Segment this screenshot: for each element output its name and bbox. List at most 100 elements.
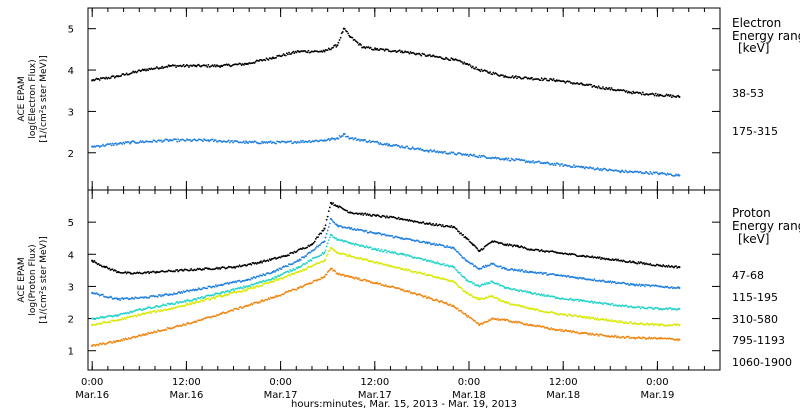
trace-dot bbox=[537, 248, 540, 251]
trace-dot bbox=[207, 63, 210, 66]
trace-dot bbox=[235, 291, 238, 294]
trace-dot bbox=[218, 313, 220, 316]
trace-dot bbox=[193, 64, 196, 67]
trace-dot bbox=[196, 288, 199, 291]
trace-dot bbox=[328, 139, 331, 142]
trace-dot bbox=[648, 173, 651, 176]
trace-dot bbox=[654, 264, 657, 267]
trace-dot bbox=[524, 290, 527, 292]
trace-dot bbox=[234, 266, 237, 269]
trace-dot bbox=[601, 302, 603, 304]
trace-dot bbox=[321, 51, 324, 53]
trace-dot bbox=[453, 266, 456, 269]
y-tick-label: 3 bbox=[68, 107, 74, 118]
trace-dot bbox=[362, 214, 365, 216]
trace-dot bbox=[351, 36, 354, 39]
trace-dot bbox=[182, 63, 185, 66]
trace-dot bbox=[576, 276, 579, 279]
trace-dot bbox=[648, 336, 651, 339]
trace-dot bbox=[579, 314, 582, 317]
trace-dot bbox=[642, 283, 645, 286]
trace-dot bbox=[127, 312, 130, 315]
trace-dot bbox=[159, 294, 161, 297]
electron-legend-title-line-2: Energy ranges bbox=[732, 29, 800, 43]
trace-dot bbox=[368, 280, 371, 283]
trace-dot bbox=[116, 143, 118, 146]
trace-dot bbox=[354, 137, 357, 140]
trace-dot bbox=[528, 323, 531, 326]
trace-dot bbox=[644, 285, 646, 288]
trace-dot bbox=[206, 287, 209, 290]
trace-dot bbox=[658, 173, 660, 176]
trace-dot bbox=[379, 232, 382, 235]
trace-dot bbox=[267, 58, 270, 61]
trace-dot bbox=[379, 142, 382, 144]
x-tick-label: Mar.18 bbox=[546, 390, 580, 401]
trace-dot bbox=[285, 275, 288, 278]
trace-dot bbox=[277, 279, 280, 282]
trace-dot bbox=[288, 273, 290, 276]
trace-dot bbox=[296, 270, 299, 273]
trace-dot bbox=[464, 235, 467, 238]
trace-dot bbox=[521, 322, 524, 325]
y-tick-label: 2 bbox=[68, 149, 74, 160]
trace-dot bbox=[300, 264, 303, 267]
trace-dot bbox=[299, 259, 302, 261]
trace-dot bbox=[627, 322, 630, 325]
trace-dot bbox=[227, 293, 230, 296]
trace-dot bbox=[300, 141, 303, 144]
trace-dot bbox=[181, 65, 184, 67]
trace-dot bbox=[667, 93, 670, 96]
trace-dot bbox=[347, 135, 350, 138]
trace-dot bbox=[481, 323, 484, 325]
trace-dot bbox=[214, 284, 217, 287]
trace-dot bbox=[245, 140, 247, 143]
trace-dot bbox=[525, 291, 528, 294]
trace-dot bbox=[656, 323, 659, 326]
trace-dot bbox=[298, 141, 301, 144]
trace-dot bbox=[428, 241, 431, 244]
trace-dot bbox=[666, 266, 669, 268]
trace-dot bbox=[231, 139, 233, 142]
trace-dot bbox=[176, 292, 179, 295]
trace-dot bbox=[449, 152, 452, 155]
trace-dot bbox=[171, 293, 174, 296]
trace-dot bbox=[440, 150, 443, 153]
trace-dot bbox=[430, 259, 432, 262]
trace-dot bbox=[458, 230, 460, 233]
trace-dot bbox=[314, 237, 317, 240]
trace-dot bbox=[277, 269, 280, 272]
trace-dot bbox=[521, 304, 524, 307]
trace-dot bbox=[216, 285, 218, 288]
trace-dot bbox=[592, 302, 595, 305]
y-tick-label: 1 bbox=[68, 347, 74, 358]
trace-dot bbox=[176, 300, 179, 303]
trace-dot bbox=[241, 287, 244, 289]
trace-dot bbox=[602, 303, 604, 306]
trace-dot bbox=[482, 283, 485, 286]
trace-dot bbox=[440, 278, 443, 281]
trace-dot bbox=[538, 160, 541, 163]
trace-dot bbox=[123, 338, 126, 341]
y-tick-label: 3 bbox=[68, 282, 74, 293]
trace-dot bbox=[275, 276, 277, 279]
trace-dot bbox=[425, 260, 428, 262]
trace-dot bbox=[417, 147, 419, 150]
trace-dot bbox=[251, 303, 254, 306]
trace-dot bbox=[591, 300, 594, 303]
trace-dot bbox=[392, 252, 395, 255]
trace-dot bbox=[353, 244, 356, 246]
trace-dot bbox=[489, 319, 491, 322]
trace-dot bbox=[371, 260, 374, 263]
trace-dot bbox=[637, 284, 640, 287]
trace-dot bbox=[384, 143, 387, 146]
trace-dot bbox=[593, 84, 596, 87]
trace-dot bbox=[425, 274, 428, 276]
trace-dot bbox=[456, 284, 459, 287]
trace-dot bbox=[292, 252, 295, 254]
trace-dot bbox=[254, 140, 257, 143]
trace-dot bbox=[141, 312, 144, 315]
trace-dot bbox=[195, 268, 198, 271]
trace-dot bbox=[95, 262, 98, 264]
trace-dot bbox=[503, 301, 505, 303]
